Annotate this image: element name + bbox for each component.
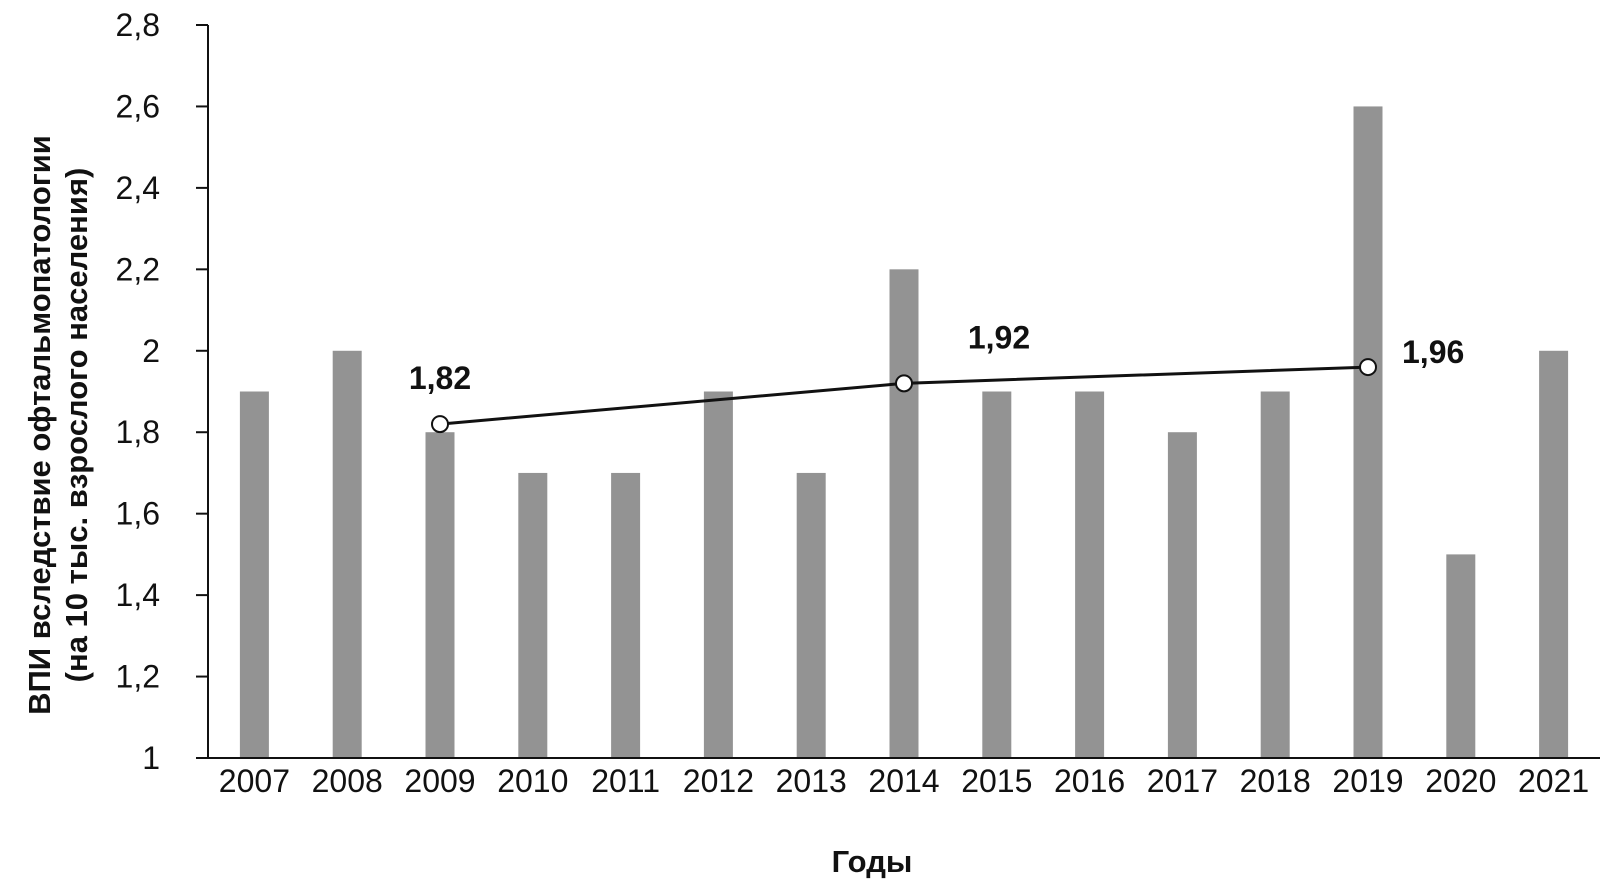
y-tick-label: 1,4 [116,577,160,613]
y-axis-title: ВПИ вследствие офтальмопатологии (на 10 … [22,135,94,715]
trend-point-label: 1,82 [409,360,471,396]
trend-point [1359,358,1377,377]
x-tick-label: 2021 [1518,763,1589,799]
bar-2014 [889,269,919,758]
bars [239,106,1569,758]
bar-2008 [332,350,362,758]
x-axis-ticks: 2007 2008 2009 2010 2011 2012 2013 2014 2015 2016… [219,763,1589,799]
bar-2016 [1075,391,1105,758]
bar-2021 [1539,350,1569,758]
x-tick-label: 2008 [312,763,383,799]
trend-point [431,415,449,434]
x-tick-label: 2007 [219,763,290,799]
bar-2015 [982,391,1012,758]
trend-point-label: 1,92 [968,319,1030,355]
x-tick-label: 2018 [1240,763,1311,799]
axes [207,25,1600,759]
bar-2010 [518,472,548,758]
y-tick-label: 2 [142,333,160,369]
x-axis-title: Годы [832,844,913,879]
x-tick-label: 2012 [683,763,754,799]
bar-2017 [1167,432,1197,758]
bar-2018 [1260,391,1290,758]
bar-2012 [703,391,733,758]
bar-2020 [1446,554,1476,758]
x-tick-label: 2014 [868,763,939,799]
y-tick-label: 2,2 [116,251,160,287]
y-tick-label: 1,2 [116,659,160,695]
x-tick-label: 2015 [961,763,1032,799]
y-tick-label: 2,6 [116,88,160,124]
x-tick-label: 2009 [404,763,475,799]
y-axis-title-line1: ВПИ вследствие офтальмопатологии [22,135,57,715]
bar-2011 [611,472,641,758]
trend-point-label: 1,96 [1402,334,1464,370]
y-tick-label: 1,8 [116,414,160,450]
bar-2019 [1353,106,1383,758]
x-tick-label: 2016 [1054,763,1125,799]
x-tick-label: 2011 [591,763,660,799]
y-axis-title-line2: (на 10 тыс. взрослого населения) [59,168,94,683]
trend-line-group: 1,82 1,92 1,96 [409,319,1464,434]
y-axis-ticks: 1 1,2 1,4 1,6 1,8 2 2,2 2,4 2,6 2,8 [116,7,208,776]
bar-2009 [425,432,455,758]
x-tick-label: 2019 [1332,763,1403,799]
y-tick-label: 2,4 [116,170,160,206]
bar-2007 [239,391,269,758]
x-tick-label: 2010 [497,763,568,799]
bar-2013 [796,472,826,758]
x-tick-label: 2013 [776,763,847,799]
x-tick-label: 2017 [1147,763,1218,799]
y-tick-label: 2,8 [116,7,160,43]
x-tick-label: 2020 [1425,763,1496,799]
y-tick-label: 1,6 [116,496,160,532]
y-tick-label: 1 [142,740,160,776]
trend-point [895,374,913,393]
